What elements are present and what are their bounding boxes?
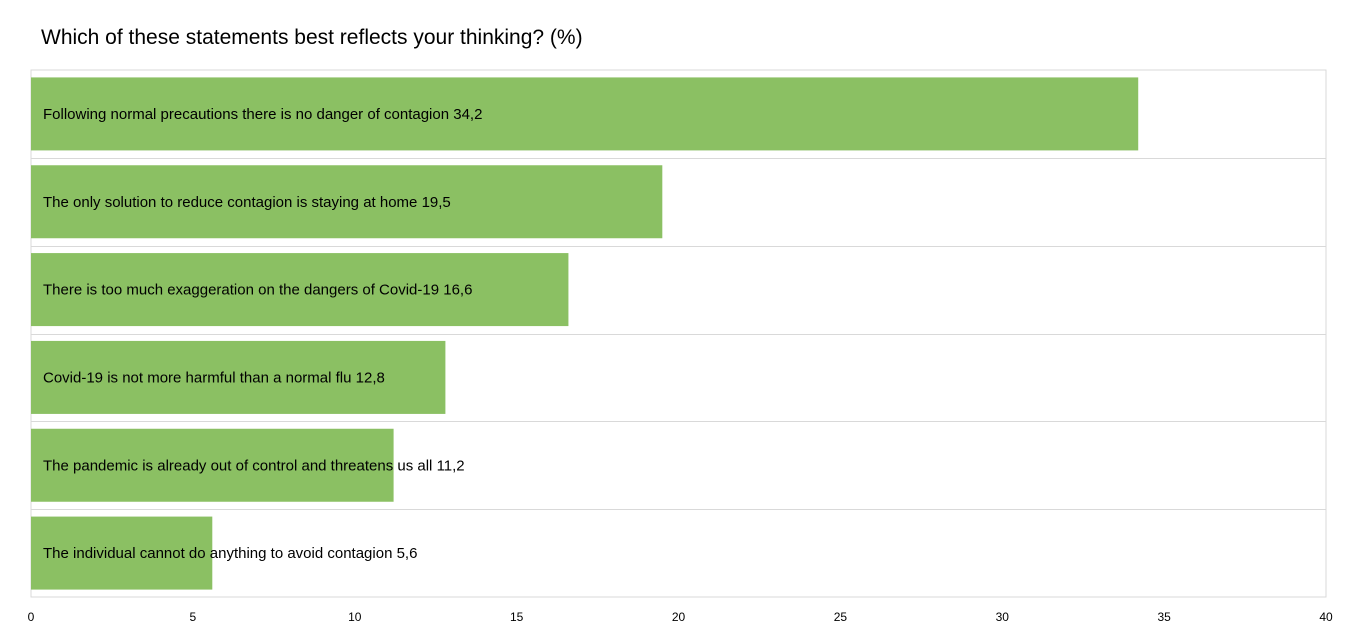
x-tick-label: 35 bbox=[1157, 610, 1171, 624]
bar-label: The pandemic is already out of control a… bbox=[43, 457, 465, 474]
bar-value-label: 12,8 bbox=[356, 369, 385, 386]
chart-title: Which of these statements best reflects … bbox=[41, 26, 583, 49]
x-tick-label: 25 bbox=[834, 610, 848, 624]
x-tick-label: 40 bbox=[1319, 610, 1333, 624]
bar-category-label: There is too much exaggeration on the da… bbox=[43, 282, 443, 299]
bar-label: There is too much exaggeration on the da… bbox=[43, 282, 472, 299]
bar bbox=[31, 428, 394, 502]
bar-value-label: 34,2 bbox=[453, 106, 482, 123]
x-tick-label: 0 bbox=[28, 610, 35, 624]
x-tick-label: 20 bbox=[672, 610, 686, 624]
bar-label: Covid-19 is not more harmful than a norm… bbox=[43, 369, 385, 386]
bar-category-label: The only solution to reduce contagion is… bbox=[43, 194, 422, 211]
bar bbox=[31, 253, 569, 327]
x-tick-label: 10 bbox=[348, 610, 362, 624]
bar-label: Following normal precautions there is no… bbox=[43, 106, 482, 123]
bar-labels: Following normal precautions there is no… bbox=[43, 106, 482, 562]
bar-category-label: The pandemic is already out of control a… bbox=[43, 457, 437, 474]
bar bbox=[31, 165, 663, 239]
x-tick-label: 5 bbox=[190, 610, 197, 624]
bar-value-label: 19,5 bbox=[422, 194, 451, 211]
x-tick-label: 15 bbox=[510, 610, 524, 624]
bar-category-label: Following normal precautions there is no… bbox=[43, 106, 453, 123]
bar-label: The only solution to reduce contagion is… bbox=[43, 194, 451, 211]
bar bbox=[31, 77, 1139, 151]
x-axis-ticks: 0 5 10 15 20 25 30 35 40 bbox=[28, 610, 1333, 624]
bar-category-label: The individual cannot do anything to avo… bbox=[43, 545, 397, 562]
grid-lines bbox=[30, 69, 1327, 598]
plot-frame bbox=[30, 69, 1327, 598]
x-tick-label: 30 bbox=[996, 610, 1010, 624]
bar-label: The individual cannot do anything to avo… bbox=[43, 545, 417, 562]
bar bbox=[31, 516, 213, 590]
bar-category-label: Covid-19 is not more harmful than a norm… bbox=[43, 369, 356, 386]
bar-value-label: 16,6 bbox=[443, 282, 472, 299]
bar-value-label: 11,2 bbox=[437, 457, 465, 474]
bar-value-label: 5,6 bbox=[397, 545, 418, 562]
bars bbox=[31, 77, 1139, 590]
bar bbox=[31, 340, 446, 414]
